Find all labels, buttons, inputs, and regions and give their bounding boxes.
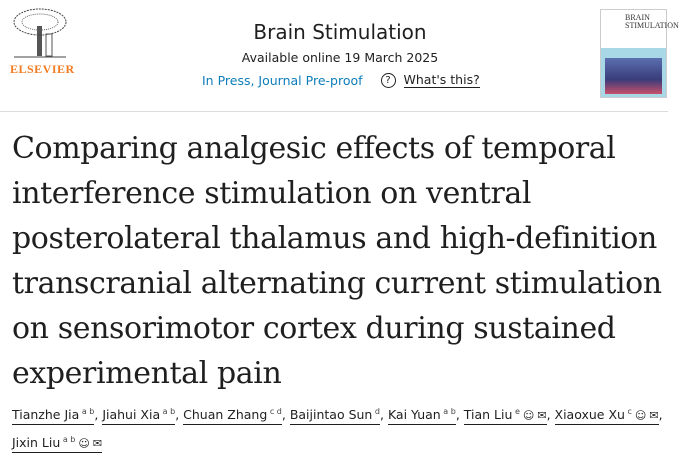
- author-name: Xiaoxue Xu: [554, 407, 625, 423]
- envelope-icon: ✉: [649, 409, 659, 423]
- separator: ,: [281, 407, 290, 423]
- article-title: Comparing analgesic effects of temporal …: [12, 131, 662, 391]
- author-link[interactable]: Tianzhe Jia a b: [12, 407, 95, 426]
- person-icon: ☺: [634, 409, 647, 423]
- affiliation-marker: a b: [60, 435, 76, 445]
- affiliation-marker: a b: [160, 407, 176, 416]
- envelope-icon: ✉: [92, 437, 103, 451]
- envelope-icon: ✉: [537, 409, 547, 423]
- separator: ,: [379, 407, 388, 423]
- article-status: In Press, Journal Pre-proof ? What's thi…: [202, 72, 480, 88]
- separator: ,: [175, 407, 184, 423]
- in-press-link[interactable]: In Press, Journal Pre-proof: [202, 72, 363, 88]
- elsevier-tree-logo[interactable]: [10, 8, 70, 78]
- author-link[interactable]: Tian Liu e ☺ ✉: [463, 407, 547, 426]
- author-link[interactable]: Kai Yuan a b: [387, 407, 456, 426]
- cover-photo: [605, 58, 662, 94]
- author-link[interactable]: Chuan Zhang c d: [183, 407, 282, 426]
- affiliation-marker: a b: [440, 407, 456, 416]
- author-name: Baijintao Sun: [289, 407, 373, 423]
- author-name: Tian Liu: [463, 407, 513, 423]
- author-name: Jixin Liu: [12, 435, 61, 451]
- author-name: Jiahui Xia: [102, 407, 161, 423]
- separator: ,: [658, 407, 663, 423]
- affiliation-marker: d: [372, 407, 380, 416]
- author-name: Kai Yuan: [387, 407, 441, 423]
- journal-title[interactable]: Brain Stimulation: [253, 20, 427, 44]
- author-name: Tianzhe Jia: [12, 407, 80, 423]
- person-icon: ☺: [78, 437, 90, 451]
- author-link[interactable]: Jiahui Xia a b: [102, 407, 176, 426]
- author-link[interactable]: Jixin Liu a b ☺ ✉: [12, 435, 103, 454]
- question-circle-icon[interactable]: ?: [380, 72, 396, 88]
- affiliation-marker: c: [624, 407, 632, 416]
- author-link[interactable]: Xiaoxue Xu c ☺ ✉: [554, 407, 659, 426]
- separator: ,: [455, 407, 464, 423]
- separator: ,: [94, 407, 103, 423]
- separator: ,: [546, 407, 555, 423]
- author-list: Tianzhe Jia a b, Jiahui Xia a b, Chuan Z…: [12, 400, 672, 456]
- journal-cover-image[interactable]: BRAIN STIMULATION: [600, 9, 679, 98]
- whats-this-link[interactable]: What's this?: [403, 72, 480, 88]
- person-icon: ☺: [522, 409, 535, 423]
- author-link[interactable]: Baijintao Sun d: [289, 407, 380, 426]
- available-online-date: Available online 19 March 2025: [241, 50, 439, 65]
- author-name: Chuan Zhang: [183, 407, 268, 423]
- header-divider: [0, 111, 668, 112]
- affiliation-marker: e: [512, 407, 520, 416]
- elsevier-wordmark: ELSEVIER: [10, 62, 75, 76]
- cover-title: BRAIN STIMULATION: [601, 10, 679, 50]
- affiliation-marker: c d: [267, 407, 282, 416]
- affiliation-marker: a b: [79, 407, 95, 416]
